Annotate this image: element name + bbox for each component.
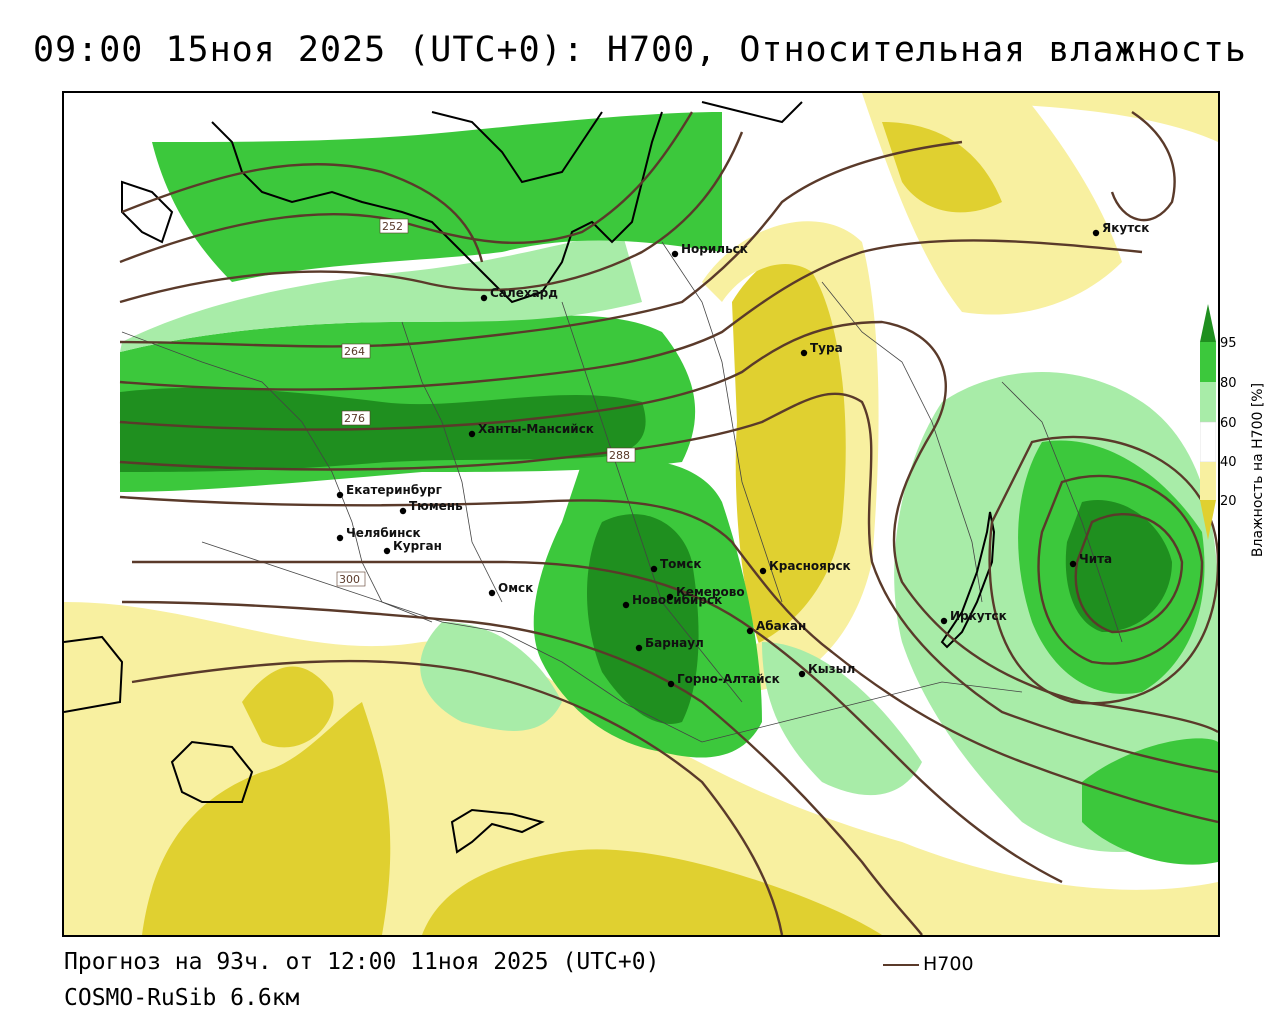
city-dot (759, 567, 767, 575)
h700-legend-label: H700 (923, 953, 974, 975)
city-label: Новосибирск (632, 593, 722, 607)
city-dot (480, 294, 488, 302)
city-marker: Иркутск (940, 609, 1007, 625)
colorbar-tick-80: 80 (1220, 376, 1237, 391)
city-marker: Курган (383, 539, 442, 555)
contour-label-264: 264 (344, 345, 365, 358)
colorbar-top-arrow (1200, 304, 1216, 342)
colorbar-moist-segment (1200, 382, 1216, 422)
city-marker: Якутск (1092, 221, 1149, 237)
city-dot (336, 491, 344, 499)
map-title: 09:00 15ноя 2025 (UTC+0): H700, Относите… (33, 30, 1247, 70)
colorbar-wet-segment (1200, 342, 1216, 382)
city-layer: Норильск Салехард Тура Якутск Ханты-Мансийск… (336, 221, 1149, 688)
contour-label-group: 252 264 276 288 300 (336, 218, 636, 587)
city-marker: Абакан (746, 619, 806, 635)
colorbar-bottom-arrow (1200, 500, 1216, 540)
city-marker: Тюмень (399, 499, 463, 515)
city-marker: Норильск (671, 242, 748, 258)
city-label: Кызыл (808, 662, 855, 676)
map-canvas: 252 264 276 288 300 Норильск Салехард Тура… (64, 93, 1218, 935)
h700-contours (119, 111, 1218, 935)
colorbar-tick-95: 95 (1220, 336, 1237, 351)
city-label: Ханты-Мансийск (478, 422, 594, 436)
region-borders (121, 241, 1123, 743)
city-marker: Тура (800, 341, 843, 357)
city-label: Абакан (756, 619, 806, 633)
city-label: Якутск (1102, 221, 1149, 235)
colorbar-tick-60: 60 (1220, 416, 1237, 431)
city-marker: Челябинск (336, 526, 421, 542)
city-label: Челябинск (346, 526, 421, 540)
city-dot (940, 617, 948, 625)
city-marker: Чита (1069, 552, 1112, 568)
city-label: Екатеринбург (346, 483, 442, 497)
city-label: Барнаул (645, 636, 704, 650)
colorbar-neutral-segment (1200, 421, 1216, 463)
colorbar-tick-20: 20 (1220, 494, 1237, 509)
city-marker: Горно-Алтайск (667, 672, 780, 688)
city-label: Омск (498, 581, 533, 595)
colorbar-title: Влажность на H700 [%] (1250, 382, 1266, 558)
city-dot (666, 593, 674, 601)
humidity-field (64, 93, 1218, 935)
contour-label-252: 252 (382, 220, 403, 233)
city-marker: Красноярск (759, 559, 851, 575)
city-dot (746, 627, 754, 635)
city-label: Горно-Алтайск (677, 672, 780, 686)
city-dot (650, 565, 658, 573)
city-dot (671, 250, 679, 258)
city-marker: Кызыл (798, 662, 855, 678)
city-marker: Салехард (480, 286, 558, 302)
model-name: COSMO-RuSib 6.6км (64, 985, 300, 1011)
city-marker: Томск (650, 557, 702, 573)
city-dot (1092, 229, 1100, 237)
colorbar-dry-segment (1200, 462, 1216, 500)
map-frame: 252 264 276 288 300 Норильск Салехард Тура… (62, 91, 1220, 937)
city-marker: Новосибирск (622, 593, 722, 609)
forecast-info: Прогноз на 93ч. от 12:00 11ноя 2025 (UTC… (64, 949, 660, 975)
city-dot (635, 644, 643, 652)
city-dot (798, 670, 806, 678)
city-dot (383, 547, 391, 555)
city-label: Салехард (490, 286, 558, 300)
city-marker: Екатеринбург (336, 483, 442, 499)
colorbar (1200, 304, 1216, 540)
city-label: Иркутск (950, 609, 1007, 623)
contour-label-300: 300 (339, 573, 360, 586)
contour-label-276: 276 (344, 412, 365, 425)
city-label: Красноярск (769, 559, 851, 573)
h700-legend-line (883, 964, 919, 966)
colorbar-tick-40: 40 (1220, 455, 1237, 470)
city-marker: Ханты-Мансийск (468, 422, 594, 438)
city-dot (336, 534, 344, 542)
city-marker: Омск (488, 581, 533, 597)
city-dot (399, 507, 407, 515)
city-label: Тюмень (409, 499, 463, 513)
city-dot (468, 430, 476, 438)
city-label: Чита (1079, 552, 1112, 566)
city-marker: Кемерово (666, 585, 745, 601)
contour-label-288: 288 (609, 449, 630, 462)
city-dot (488, 589, 496, 597)
city-label: Тура (810, 341, 843, 355)
city-dot (622, 601, 630, 609)
city-marker: Барнаул (635, 636, 704, 652)
coastlines (64, 101, 996, 854)
city-label: Кемерово (676, 585, 745, 599)
city-label: Норильск (681, 242, 748, 256)
city-label: Томск (660, 557, 702, 571)
city-dot (667, 680, 675, 688)
city-label: Курган (393, 539, 442, 553)
city-dot (800, 349, 808, 357)
city-dot (1069, 560, 1077, 568)
